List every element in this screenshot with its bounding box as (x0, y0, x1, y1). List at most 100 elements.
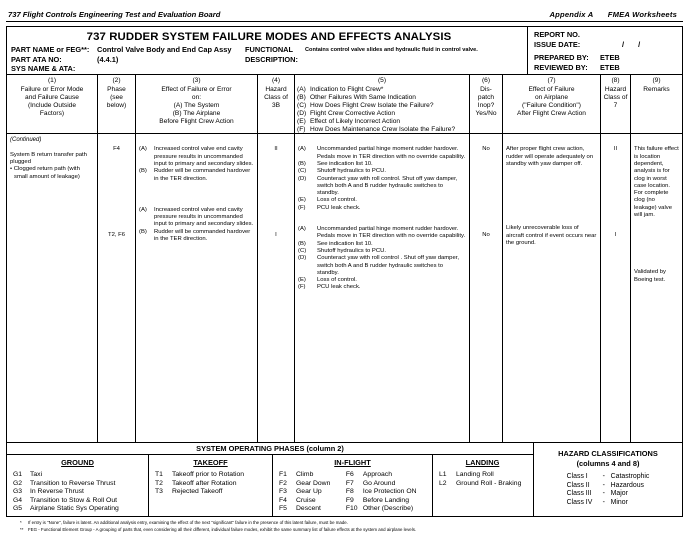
remarks-row-1: This failure effect is location dependen… (634, 146, 679, 219)
part-info-table: PART NAME or FEG**: Control Valve Body a… (11, 45, 527, 73)
effect-after-row-1: After proper flight crew action, rudder … (506, 146, 594, 167)
col5-row-2-a: (A) Uncommanded partial hinge moment rudd… (298, 226, 466, 240)
column-5-body: (A) Uncommanded partial hinge moment rudd… (295, 134, 469, 442)
column-6-body: No No (470, 134, 502, 442)
col5-row-1-a: (A) Uncommanded partial hinge moment rudd… (298, 146, 466, 160)
takeoff-heading: TAKEOFF (193, 458, 228, 468)
hazard-classifications: HAZARD CLASSIFICATIONS (columns 4 and 8)… (534, 443, 682, 516)
hazard-title: HAZARD CLASSIFICATIONS (columns 4 and 8) (558, 449, 658, 468)
column-6-number: (6) (481, 77, 491, 85)
col5-row-2-f: (F) PCU leak check. (298, 284, 361, 291)
hazard-3b-row-2: I (275, 231, 277, 238)
col5-row-2-b: (B) See indication list 10. (298, 240, 373, 247)
report-no-value (600, 30, 682, 40)
issue-date-label: ISSUE DATE: (534, 39, 581, 49)
inflight-heading: IN-FLIGHT (334, 458, 371, 468)
worksheet-label: FMEA Worksheets (607, 10, 677, 19)
list-item: F9 Before Landing (345, 496, 409, 504)
column-8-body: II I (601, 134, 630, 442)
hazard-list: Class I - Catastrophic Class II - Hazardous … (567, 473, 650, 507)
legend-section: SYSTEM OPERATING PHASES (column 2) GROUN… (7, 443, 682, 517)
report-no-row: REPORT NO. (534, 30, 682, 40)
list-item: F4 Cruise (279, 496, 316, 504)
list-item: F6 Approach (345, 471, 392, 479)
inflight-left-list: F1 Climb F2 Gear Down F3 Gear Up F4 Cruise F… (279, 471, 346, 513)
list-item: Class II - Hazardous (566, 481, 644, 489)
running-header: 737 Flight Controls Engineering Test and… (6, 0, 683, 22)
phase-group-takeoff: TAKEOFF T1 Takeoff prior to Rotation T2 Ta… (149, 455, 273, 517)
column-8: (8) Hazard Class of 7 II I (601, 75, 631, 443)
reviewed-by-value: ETEB (600, 62, 620, 72)
col5-row-1-d: (D) Counteract yaw with roll control. Shu… (298, 175, 458, 197)
list-item: F2 Gear Down (279, 479, 331, 487)
column-7-number: (7) (547, 77, 556, 85)
column-5-number: (5) (377, 77, 387, 85)
column-7-body: After proper flight crew action, rudder … (503, 134, 600, 442)
column-8-number: (8) (611, 77, 620, 85)
column-2-number: (2) (112, 77, 121, 85)
page-title: 737 RUDDER SYSTEM FAILURE MODES AND EFFE… (86, 31, 452, 43)
list-item: F3 Gear Up (279, 488, 322, 496)
list-item: G1 Taxi (13, 471, 43, 479)
list-item: F7 Go Around (345, 479, 396, 487)
column-4-header: (4) Hazard Class of 3B (258, 75, 294, 135)
effect-row-1-b: (B) Rudder will be commanded hardover in… (139, 168, 251, 182)
col5-row-2-e: (E) Loss of control. (298, 277, 357, 284)
column-2-header: (2) Phase (see below) (98, 75, 135, 135)
list-item: F10 Other (Describe) (345, 505, 414, 512)
column-9-header: (9) Remarks (631, 75, 682, 135)
column-6: (6) Dis- patch Inop? Yes/No No No (470, 75, 503, 443)
list-item: T1 Takeoff prior to Rotation (155, 471, 245, 479)
column-7-header: (7) Effect of Failure on Airplane ("Fail… (503, 75, 600, 135)
phase-group-inflight: IN-FLIGHT F1 Climb F2 Gear Down F3 Gear Up … (273, 455, 433, 517)
report-no-label: REPORT NO. (534, 30, 580, 39)
remarks-row-2: Validated by Boeing test. (634, 269, 666, 283)
list-item: G2 Transition to Reverse Thrust (13, 479, 116, 487)
failure-mode-title: System B return transfer path plugged (10, 151, 87, 165)
column-4-body: II I (258, 134, 294, 442)
footnote-2: ** FEG - Functional Element Group - A gr… (20, 527, 417, 532)
col5-row-1-c: (C) Shutoff hydraulics to PCU. (298, 168, 386, 175)
column-1-body: (Continued) System B return transfer pat… (7, 134, 97, 442)
report-block: REPORT NO. ISSUE DATE: / / PREPARED BY: … (527, 27, 682, 75)
column-1-header: (1) Failure or Error Mode and Failure Ca… (7, 75, 97, 135)
issue-date-row: ISSUE DATE: / / (534, 40, 682, 50)
column-3-body: (A) Increased control valve end cavity p… (136, 134, 257, 442)
phase-row-1: F4 (113, 146, 120, 153)
phases-legend-title: SYSTEM OPERATING PHASES (column 2) (7, 443, 533, 456)
list-item: F5 Descent (279, 505, 321, 512)
column-9-body: This failure effect is location dependen… (631, 134, 682, 442)
col5-row-1-b: (B) See indication list 10. (298, 160, 373, 167)
column-1-number: (1) (47, 77, 57, 85)
hazard-7-row-2: I (614, 231, 617, 238)
failure-mode-bullet: • Clogged return path (with small amount… (10, 166, 80, 180)
prepared-by-value: ETEB (600, 53, 620, 63)
col5-row-2-d: (D) Counteract yaw with roll control . Sh… (298, 255, 459, 276)
effect-after-row-2: Likely unrecoverable loss of aircraft co… (506, 225, 597, 246)
column-2: (2) Phase (see below) F4 T2, F6 (98, 75, 136, 443)
column-6-header: (6) Dis- patch Inop? Yes/No (470, 75, 502, 135)
column-2-body: F4 T2, F6 (98, 134, 135, 442)
column-4-number: (4) (271, 77, 281, 85)
list-item: L2 Ground Roll - Braking (439, 479, 522, 487)
title-left: 737 RUDDER SYSTEM FAILURE MODES AND EFFE… (7, 27, 527, 74)
list-item: F1 Climb (279, 471, 314, 479)
fmea-table: (1) Failure or Error Mode and Failure Ca… (7, 75, 682, 444)
reviewed-by-label: REVIEWED BY: (534, 62, 588, 72)
list-item: Class IV - Minor (566, 498, 628, 506)
landing-heading: LANDING (465, 458, 500, 468)
list-item: Class I - Catastrophic (566, 473, 650, 481)
list-item: G3 In Reverse Thrust (13, 488, 84, 496)
column-7: (7) Effect of Failure on Airplane ("Fail… (503, 75, 601, 443)
functional-description-value: Contains control valve slides and hydrau… (305, 46, 478, 53)
hazard-3b-row-1: II (274, 146, 278, 153)
effect-row-2-a: (A) Increased control valve end cavity p… (139, 206, 254, 228)
part-name-row: PART NAME or FEG**: Control Valve Body a… (11, 45, 527, 55)
column-8-header: (8) Hazard Class of 7 (601, 75, 630, 135)
list-item: T3 Rejected Takeoff (155, 488, 223, 496)
list-item: F8 Ice Protection ON (345, 488, 417, 496)
column-3: (3) Effect of Failure or Error on: (A) T… (136, 75, 258, 443)
appendix-label: Appendix A (549, 10, 594, 19)
running-header-right: Appendix A FMEA Worksheets (550, 10, 682, 19)
